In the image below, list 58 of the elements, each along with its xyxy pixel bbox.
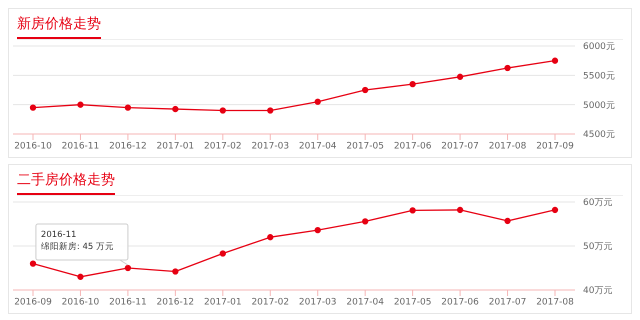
x-tick-label: 2017-07: [488, 297, 526, 308]
point: [30, 260, 36, 267]
annotation: 2016-11 绵阳新房: 45 万元: [40, 230, 114, 252]
point: [314, 227, 321, 234]
y-tick-label: 50万元: [583, 241, 612, 252]
x-tick-label: 2017-01: [156, 141, 194, 152]
point: [504, 64, 511, 72]
x-tick-label: 2016-09: [14, 297, 52, 308]
point: [172, 106, 179, 112]
point: [124, 264, 132, 272]
x-tick-label: 2017-08: [488, 141, 527, 152]
x-tick-label: 2017-02: [204, 141, 242, 152]
y-tick-label: 6000元: [583, 41, 615, 52]
point: [362, 218, 368, 225]
x-tick-label: 2017-09: [536, 141, 574, 152]
x-tick-label: 2017-08: [536, 297, 574, 308]
point: [124, 104, 132, 111]
x-tick-label: 2017-04: [346, 297, 384, 308]
y-tick-label: 40万元: [583, 285, 612, 296]
x-tick-label: 2017-01: [204, 297, 242, 308]
point: [456, 206, 464, 214]
x-tick-label: 2017-05: [394, 297, 432, 308]
x-tick-label: 2017-07: [441, 141, 479, 152]
x-tick-label: 2016-10: [14, 141, 52, 152]
point: [456, 74, 464, 80]
point: [30, 104, 36, 111]
point: [267, 234, 274, 240]
y-tick-label: 5000元: [583, 100, 615, 111]
point: [504, 218, 511, 224]
x-tick-label: 2016-11: [109, 297, 147, 308]
x-tick-label: 2017-03: [251, 141, 290, 152]
point: [220, 250, 226, 257]
x-tick-label: 2017-05: [346, 141, 384, 152]
point: [77, 102, 84, 108]
y-tick-label: 60万元: [583, 197, 612, 208]
x-tick-label: 2016-12: [109, 141, 147, 152]
x-tick-label: 2017-06: [394, 141, 432, 152]
chart-title: 二手房价格走势: [17, 165, 115, 195]
x-tick-label: 2017-04: [298, 141, 337, 152]
point: [409, 80, 416, 88]
point: [362, 86, 368, 94]
y-tick-label: 5500元: [583, 70, 615, 82]
point: [267, 107, 274, 114]
x-tick-label: 2017-03: [298, 297, 337, 308]
chart-title: 新房价格走势: [17, 9, 101, 39]
x-tick-label: 2016-12: [156, 297, 194, 308]
x-tick-label: 2017-02: [251, 297, 290, 308]
point: [552, 206, 558, 214]
point: [409, 207, 416, 214]
point: [220, 107, 226, 114]
x-tick-label: 2016-11: [62, 141, 100, 152]
point: [77, 274, 84, 280]
y-tick-label: 4500元: [583, 129, 615, 140]
point: [552, 58, 558, 64]
x-tick-label: 2017-06: [441, 297, 480, 308]
x-tick-label: 2016-10: [62, 297, 100, 308]
point: [172, 268, 179, 275]
point: [314, 98, 321, 105]
